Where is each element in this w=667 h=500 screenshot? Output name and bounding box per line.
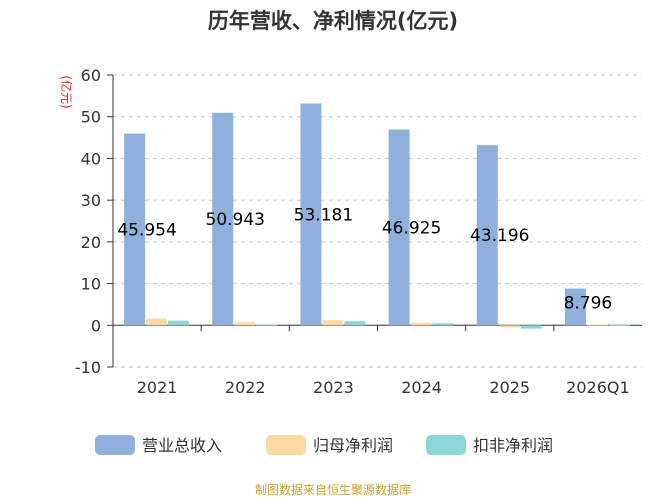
bar <box>586 324 608 326</box>
x-tick-label: 2021 <box>137 378 178 397</box>
legend-swatch <box>95 435 135 455</box>
bar <box>168 320 190 326</box>
y-tick-label: 0 <box>91 316 101 335</box>
bar <box>344 321 366 326</box>
x-tick-label: 2023 <box>313 378 354 397</box>
data-label: 45.954 <box>117 220 176 240</box>
bar <box>146 318 168 326</box>
y-tick-label: 40 <box>81 149 101 168</box>
bar <box>520 325 542 329</box>
bar <box>432 323 454 326</box>
bar <box>212 112 234 326</box>
bar <box>498 325 520 328</box>
y-axis: 60 50 40 30 20 10 0 -10 <box>75 66 114 377</box>
grid-lines <box>113 74 642 368</box>
x-tick-label: 2022 <box>225 378 266 397</box>
source-note: 制图数据来自恒生聚源数据库 <box>255 482 411 497</box>
data-label: 46.925 <box>382 218 441 238</box>
legend-label: 扣非净利润 <box>473 436 553 455</box>
data-label: 43.196 <box>470 226 529 246</box>
legend-label: 营业总收入 <box>142 436 222 455</box>
x-axis: 2021 2022 2023 2024 2025 2026Q1 <box>113 324 642 397</box>
legend: 营业总收入 归母净利润 扣非净利润 <box>95 435 553 455</box>
bar <box>234 322 256 326</box>
legend-label: 归母净利润 <box>313 436 393 455</box>
bar <box>300 103 322 326</box>
bar <box>124 133 146 326</box>
data-label: 53.181 <box>294 205 353 225</box>
bar <box>410 322 432 326</box>
y-tick-label: 60 <box>81 66 101 85</box>
y-tick-label: -10 <box>75 358 101 377</box>
chart-title: 历年营收、净利情况(亿元) <box>208 9 458 33</box>
bar <box>564 288 586 326</box>
x-tick-label: 2024 <box>401 378 442 397</box>
y-tick-label: 10 <box>81 275 101 294</box>
x-tick-label: 2025 <box>489 378 530 397</box>
x-tick-label: 2026Q1 <box>566 378 630 397</box>
data-label: 50.943 <box>206 210 265 230</box>
legend-swatch <box>266 435 306 455</box>
y-tick-label: 20 <box>81 233 101 252</box>
bar <box>322 320 344 326</box>
bar <box>608 324 630 326</box>
bar <box>476 145 498 326</box>
legend-swatch <box>426 435 466 455</box>
y-tick-label: 30 <box>81 191 101 210</box>
data-label: 8.796 <box>564 294 613 314</box>
data-labels: 45.954 50.943 53.181 46.925 43.196 8.796 <box>117 205 612 313</box>
bar <box>388 129 410 326</box>
y-tick-label: 50 <box>81 108 101 127</box>
bar <box>256 324 278 326</box>
y-axis-unit-label: (亿元) <box>59 75 74 108</box>
bars <box>124 103 630 329</box>
